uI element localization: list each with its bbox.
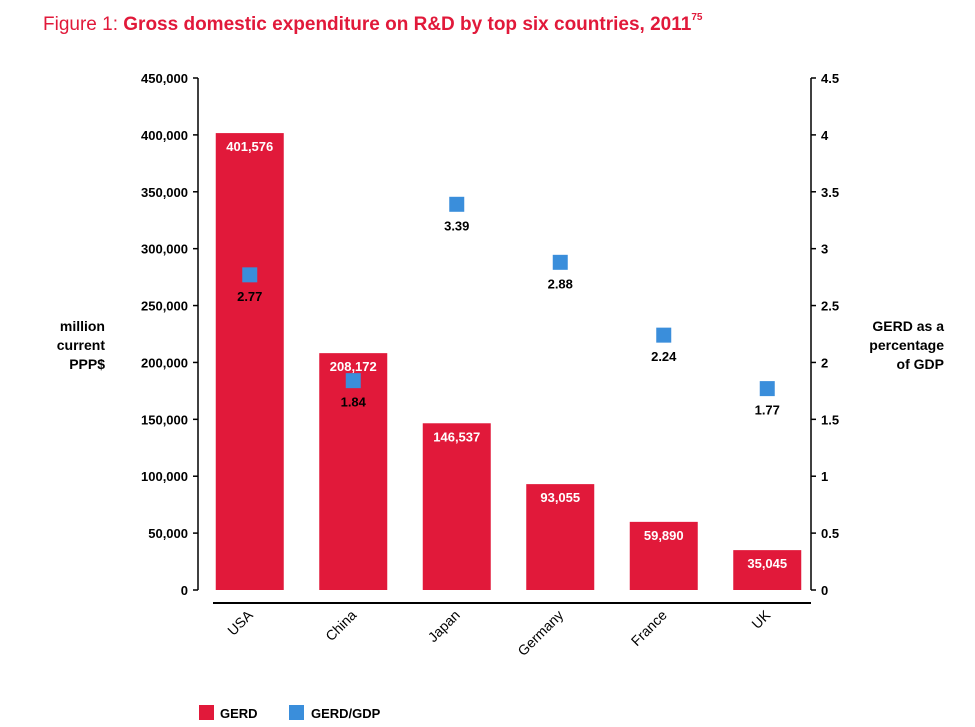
bar-value-label: 35,045 [747, 556, 787, 571]
bar-value-label: 59,890 [644, 528, 684, 543]
right-tick-label: 3.5 [821, 185, 839, 200]
category-label: Japan [425, 607, 463, 645]
left-tick-label: 300,000 [141, 242, 188, 257]
right-axis-label: of GDP [897, 356, 944, 372]
category-label: China [322, 607, 359, 644]
point-china [345, 373, 361, 389]
right-tick-label: 1 [821, 469, 828, 484]
right-axis-label: GERD as a [872, 318, 944, 334]
bar-usa [215, 133, 284, 590]
point-value-label: 1.84 [341, 395, 367, 410]
bar-germany [526, 484, 595, 590]
point-value-label: 1.77 [755, 403, 780, 418]
bar-value-label: 208,172 [330, 359, 377, 374]
right-tick-label: 0 [821, 583, 828, 598]
bar-uk [733, 550, 802, 590]
left-tick-label: 150,000 [141, 412, 188, 427]
left-tick-label: 350,000 [141, 185, 188, 200]
bar-value-label: 401,576 [226, 139, 273, 154]
category-label: Germany [514, 607, 566, 659]
right-tick-label: 0.5 [821, 526, 839, 541]
right-tick-label: 1.5 [821, 412, 839, 427]
left-tick-label: 400,000 [141, 128, 188, 143]
bar-value-label: 93,055 [540, 490, 580, 505]
title-text: Gross domestic expenditure on R&D by top… [123, 14, 692, 35]
legend-gerd-swatch [199, 705, 214, 720]
left-tick-label: 50,000 [148, 526, 188, 541]
right-tick-label: 4.5 [821, 71, 839, 86]
point-value-label: 2.88 [548, 276, 573, 291]
right-tick-label: 2.5 [821, 299, 839, 314]
point-uk [759, 381, 775, 397]
legend-gerd-label: GERD [220, 706, 258, 721]
point-value-label: 2.77 [237, 289, 262, 304]
title-footnote: 75 [691, 12, 703, 23]
left-tick-label: 450,000 [141, 71, 188, 86]
point-value-label: 3.39 [444, 218, 469, 233]
point-japan [449, 196, 465, 212]
bar-france [629, 521, 698, 590]
point-france [656, 327, 672, 343]
right-tick-label: 4 [821, 128, 829, 143]
point-value-label: 2.24 [651, 349, 677, 364]
left-axis-label: PPP$ [69, 356, 105, 372]
bar-value-label: 146,537 [433, 429, 480, 444]
point-germany [552, 254, 568, 270]
category-label: USA [224, 606, 256, 638]
left-axis-label: million [60, 318, 105, 334]
right-axis-label: percentage [869, 337, 944, 353]
bar-china [319, 353, 388, 590]
legend-gerd-gdp-label: GERD/GDP [311, 706, 381, 721]
left-axis-label: current [57, 337, 106, 353]
left-tick-label: 100,000 [141, 469, 188, 484]
left-tick-label: 250,000 [141, 299, 188, 314]
left-tick-label: 200,000 [141, 355, 188, 370]
chart-title: Figure 1: Gross domestic expenditure on … [43, 12, 703, 36]
category-label: France [628, 607, 670, 649]
legend-gerd-gdp-swatch [289, 705, 304, 720]
bar-japan [422, 423, 491, 590]
left-tick-label: 0 [181, 583, 188, 598]
point-usa [242, 267, 258, 283]
right-tick-label: 2 [821, 355, 828, 370]
category-label: UK [748, 606, 774, 632]
figure-number: Figure 1: [43, 14, 124, 35]
right-tick-label: 3 [821, 242, 828, 257]
